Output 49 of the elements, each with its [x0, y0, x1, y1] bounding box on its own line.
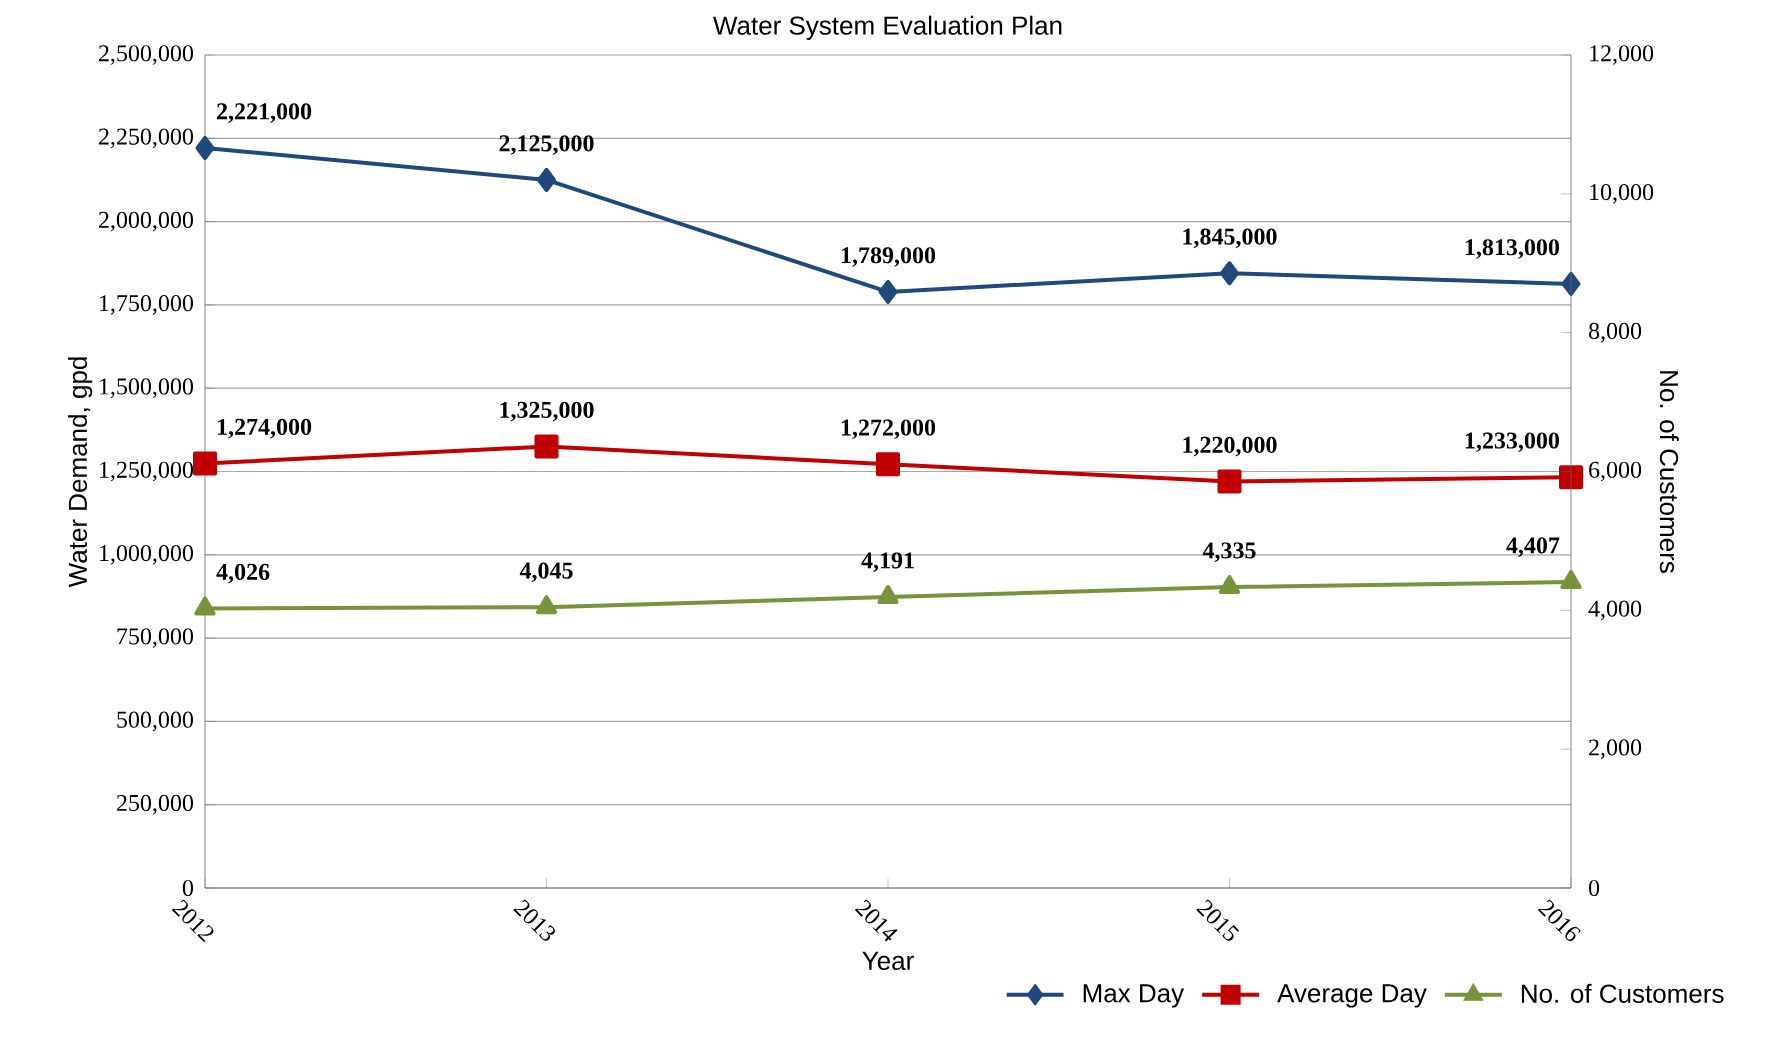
y2-tick-label: 6,000 [1589, 461, 1642, 482]
y-tick-label: 750,000 [117, 628, 194, 648]
chart-title: Water System Evaluation Plan [713, 15, 1062, 40]
y2-tick-label: 8,000 [1588, 322, 1642, 343]
y-tick-label: 500,000 [117, 711, 194, 732]
y2-axis-title: No. of Customers [1659, 371, 1679, 573]
point [1559, 465, 1583, 490]
y2-tick-label: 12,000 [1590, 45, 1654, 65]
y-tick-label: 1,500,000 [100, 378, 194, 399]
data-label: 1,813,000 [1465, 239, 1559, 259]
point [537, 167, 556, 192]
y-tick-label: 1,250,000 [100, 461, 194, 482]
y-tick-label: 2,000,000 [99, 211, 194, 232]
data-label: 2,221,000 [217, 103, 312, 123]
y2-tick-label: 0 [1588, 879, 1600, 897]
data-label: 1,272,000 [841, 419, 936, 440]
y-tick-label: 1,750,000 [100, 295, 194, 315]
data-label: 1,233,000 [1465, 432, 1559, 453]
y-tick-label: 250,000 [117, 794, 194, 815]
x-axis-title: Year [862, 951, 914, 970]
data-label: 4,045 [519, 562, 573, 583]
y-tick-label: 1,000,000 [100, 544, 194, 565]
data-label: 4,407 [1506, 537, 1560, 557]
point [193, 451, 218, 476]
data-label: 4,026 [216, 563, 270, 584]
point [876, 452, 900, 477]
data-label: 1,274,000 [217, 418, 312, 439]
point [1217, 469, 1242, 494]
legend-label: Max Day [1083, 984, 1185, 1008]
point [878, 279, 898, 304]
y-axis-title: Water Demand, gpd [67, 357, 93, 588]
point [534, 434, 559, 459]
y2-tick-label: 4,000 [1588, 600, 1642, 621]
y-tick-label: 0 [182, 879, 194, 897]
data-label: 4,335 [1202, 542, 1256, 562]
y2-tick-label: 2,000 [1589, 739, 1642, 759]
data-label: 1,789,000 [841, 247, 936, 267]
legend-label: Average Day [1277, 984, 1427, 1008]
point [1219, 261, 1239, 286]
data-label: 1,845,000 [1183, 228, 1277, 249]
data-label: 1,220,000 [1183, 436, 1277, 457]
y-tick-label: 2,500,000 [99, 45, 194, 65]
data-label: 4,191 [861, 552, 914, 572]
y-tick-label: 2,250,000 [99, 128, 194, 149]
data-label: 1,325,000 [500, 401, 594, 422]
y2-tick-label: 10,000 [1590, 184, 1654, 204]
data-label: 2,125,000 [499, 135, 594, 155]
legend-label: No. of Customers [1521, 983, 1724, 1003]
point [195, 135, 215, 160]
